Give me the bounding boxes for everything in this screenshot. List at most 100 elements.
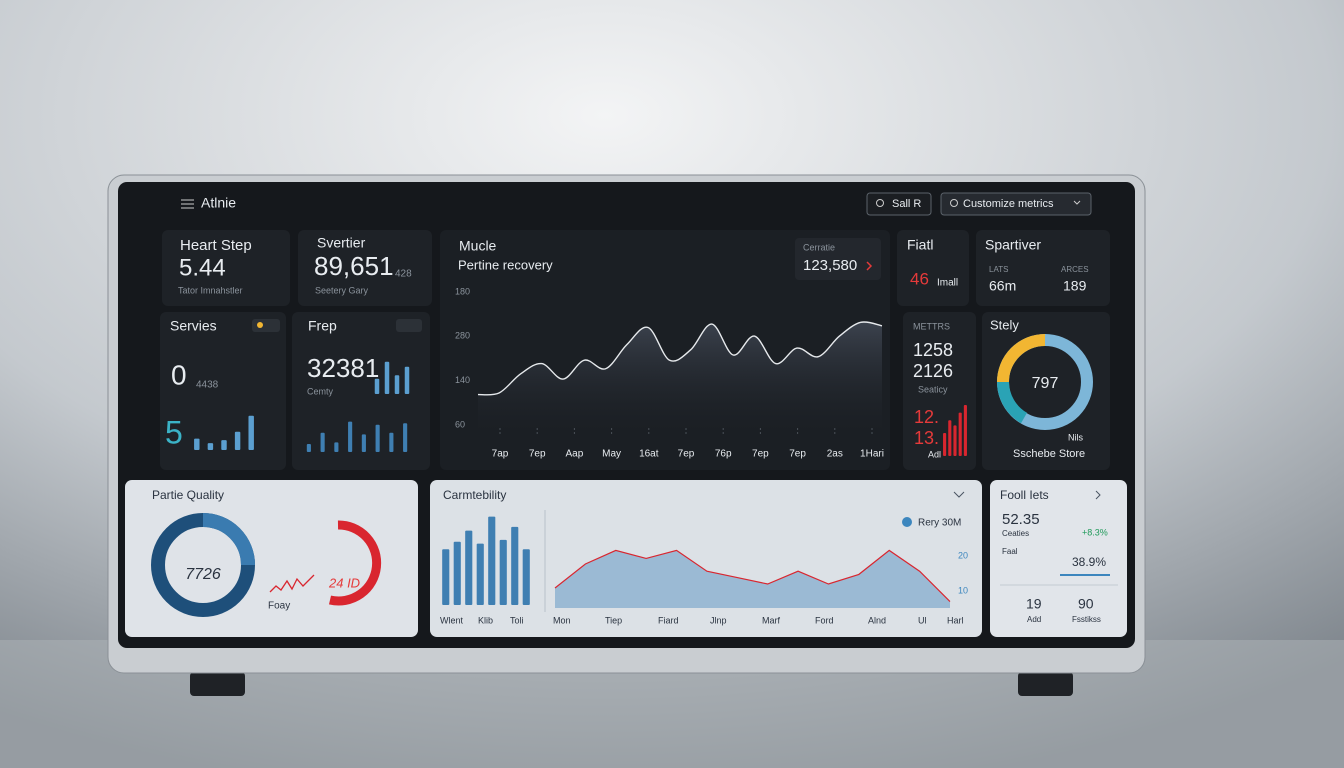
bar	[234, 431, 241, 450]
y-tick-label: 140	[455, 375, 470, 385]
panel-title: Fooll Iets	[1000, 488, 1049, 502]
card-value: 5.44	[179, 254, 226, 281]
bar	[375, 424, 380, 452]
y-tick-label: 10	[958, 585, 968, 595]
stat-label: ARCES	[1061, 265, 1089, 274]
x-tick-label: Marf	[762, 615, 780, 625]
bar	[442, 549, 450, 605]
panel	[990, 480, 1127, 637]
donut-value: 797	[1032, 375, 1059, 392]
x-tick-label: Ul	[918, 615, 927, 625]
card	[298, 230, 432, 306]
x-tick-label: 76p	[715, 449, 732, 460]
chevron[interactable]	[953, 491, 965, 498]
line-area	[478, 321, 882, 428]
panel-value: 52.35	[1002, 511, 1040, 528]
stat-label: Fsstikss	[1072, 615, 1101, 624]
bar	[248, 415, 254, 450]
stat-value: 19	[1026, 596, 1042, 612]
chevron[interactable]	[1095, 490, 1101, 500]
y-tick-label: 60	[455, 419, 465, 429]
card-sub: Seaticy	[918, 384, 948, 394]
card	[976, 230, 1110, 306]
customize-button[interactable]	[940, 192, 1092, 216]
toggle[interactable]	[396, 319, 422, 332]
donut-segment	[997, 334, 1046, 383]
stat-value: 90	[1078, 596, 1094, 612]
card-extra: 4438	[196, 380, 219, 391]
y-tick-label: 280	[455, 331, 470, 341]
badge-value: 123,580	[803, 257, 857, 274]
x-tick-label: 7ep	[529, 449, 546, 460]
card-value: 13.	[914, 428, 939, 448]
x-tick-label: 16at	[639, 449, 659, 460]
arc-label: 24 ID	[328, 575, 360, 590]
menu-icon[interactable]	[181, 199, 194, 209]
panel-label: Faal	[1002, 547, 1018, 556]
bar	[511, 526, 519, 605]
card-big: 5	[165, 414, 183, 450]
y-tick-label: 20	[958, 550, 968, 560]
search-button[interactable]	[866, 192, 932, 216]
card-value: 89,651	[314, 251, 394, 281]
x-tick-label: Ford	[815, 615, 834, 625]
bar	[306, 444, 311, 452]
search-icon	[950, 199, 958, 207]
x-tick-label: Wlent	[440, 615, 464, 625]
x-tick-label: 2as	[827, 449, 843, 460]
card-value: 32381	[307, 353, 379, 383]
foot	[1018, 672, 1073, 696]
bar	[963, 405, 967, 456]
legend-label: Rery 30M	[918, 518, 961, 529]
bar	[953, 425, 957, 456]
card-sub: Seetery Gary	[315, 285, 369, 295]
line	[477, 321, 883, 396]
x-tick-label: 7ep	[789, 449, 806, 460]
card-foot: Sschebe Store	[1013, 448, 1085, 460]
x-tick-label: Aap	[566, 449, 584, 460]
search-icon	[876, 199, 884, 207]
card-sub: Cemty	[307, 386, 334, 396]
card-title: Svertier	[317, 235, 366, 251]
area-line	[554, 549, 951, 603]
panel-title: Partie Quality	[152, 488, 224, 502]
bar	[334, 442, 339, 452]
bar	[374, 378, 380, 394]
sparkline	[269, 574, 315, 593]
bar	[403, 423, 408, 452]
search-text: Sall R	[892, 198, 921, 210]
card-subtitle: Pertine recovery	[458, 257, 553, 272]
bar	[465, 530, 473, 605]
bar	[361, 434, 366, 452]
x-tick-label: 7ep	[678, 449, 695, 460]
stat-label: Add	[1027, 615, 1041, 624]
panel-title: Carmtebility	[443, 488, 506, 502]
card-title: Spartiver	[985, 237, 1041, 253]
x-tick-label: Mon	[553, 615, 571, 625]
bar	[389, 432, 394, 452]
toggle[interactable]	[252, 319, 280, 332]
bar	[320, 432, 325, 452]
chevron	[1073, 200, 1081, 205]
card-title: Heart Step	[180, 237, 252, 254]
card-value: 1258	[913, 340, 953, 360]
card-value: 0	[171, 359, 187, 390]
x-tick-label: 7ap	[492, 449, 509, 460]
panel-change: +8.3%	[1082, 527, 1108, 537]
donut-segment	[997, 381, 1028, 424]
card-title: Stely	[990, 317, 1019, 332]
card	[903, 312, 976, 470]
bar	[958, 412, 962, 456]
card-note: Nils	[1068, 432, 1083, 442]
x-tick-label: Alnd	[868, 615, 886, 625]
badge	[795, 238, 881, 280]
card-title: Servies	[170, 318, 217, 334]
area	[555, 550, 950, 608]
customize-text: Customize metrics	[963, 198, 1054, 210]
stat-label: LATS	[989, 265, 1008, 274]
badge-label: Cerratie	[803, 242, 835, 252]
bar	[453, 541, 461, 605]
card-value: 12.	[914, 407, 939, 427]
